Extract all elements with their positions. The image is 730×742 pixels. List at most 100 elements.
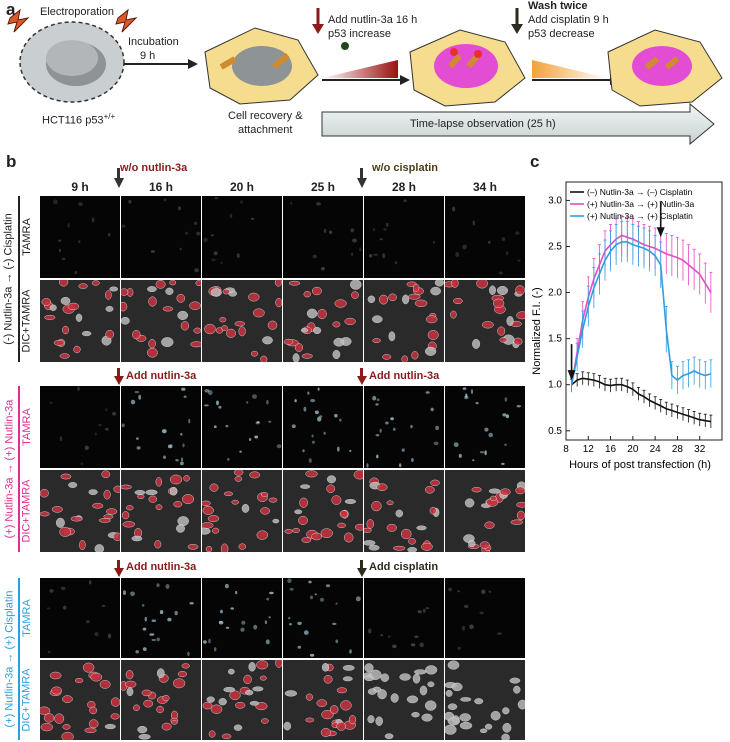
group1-row-dic: DIC+TAMRA [21,289,33,353]
dic-tamra-image [202,470,282,552]
tamra-image [40,578,120,658]
timepoint-20h: 20 h [229,180,254,194]
plot-frame [565,181,723,441]
arrow-down-icon [114,376,124,385]
dic-tamra-image [445,280,525,362]
group2-annotation-1: Add nutlin-3a [126,370,197,382]
x-tick-label: 16 [605,444,617,455]
tamra-image [121,196,201,278]
cell-line-label: HCT116 p53+/+ [42,112,116,127]
y-tick-label: 2.5 [548,242,562,253]
recovery-label-2: attachment [238,124,293,136]
group3-side-label: (+) Nutlin-3a → (+) Cisplatin [3,590,15,728]
tamra-image [283,578,363,658]
timelapse-label: Time-lapse observation (25 h) [410,118,556,130]
group3-annotation-2: Add cisplatin [369,561,439,573]
y-tick-label: 0.5 [548,426,562,437]
fluorescence-chart: 8 12 16 20 24 28 32 0.5 1.0 1.5 2.0 2.5 3.0 Hours of … [531,181,723,471]
x-axis-label: Hours of post transfection (h) [569,459,711,471]
dic-tamra-image [364,280,444,362]
timepoint-25h: 25 h [310,180,335,194]
timelapse-arrow [321,102,715,145]
arrow-down-icon [114,178,124,188]
recovery-label-1: Cell recovery & [228,110,303,122]
series-line [570,234,712,385]
lightning-bolt-icon [7,8,138,33]
tamra-image [445,196,525,278]
nutlin-label-2: p53 increase [328,28,391,40]
panel-a-schematic [7,8,723,145]
arrow-shaft [360,560,363,570]
dic-tamra-image [364,470,444,552]
dic-tamra-image [40,280,120,362]
legend-entry: (+) Nutlin-3a → (+) Cisplatin [587,211,693,221]
arrow-shaft [360,168,363,178]
tamra-image [121,386,201,468]
dic-tamra-image [202,660,282,740]
tamra-image [445,386,525,468]
dic-tamra-image [283,470,363,552]
incubation-time: 9 h [140,50,156,62]
tamra-image [40,386,120,468]
y-axis-label: Normalized F.I. (-) [531,287,543,374]
timepoint-9h: 9 h [71,180,89,194]
y-tick-label: 1.5 [548,334,562,345]
series-line [571,377,712,423]
cisplatin-cell [607,29,723,107]
x-tick-label: 8 [563,444,569,455]
dic-tamra-image [445,470,525,552]
dic-tamra-image [445,660,525,740]
dic-tamra-image [202,280,282,362]
legend-entry: (+) Nutlin-3a → (+) Nutlin-3a [587,199,695,209]
tamra-image [121,578,201,658]
timepoint-28h: 28 h [391,180,416,194]
panel-c-label: c [530,152,540,171]
group2-row-tamra: TAMRA [21,408,33,446]
tamra-image [364,386,444,468]
recovery-cell [204,27,319,105]
nutlin-cell [409,29,526,107]
group1-annotation-1: w/o nutlin-3a [120,162,188,174]
tamra-image [202,578,282,658]
x-tick-label: 20 [627,444,639,455]
arrow-down-icon [357,178,367,188]
cisplatin-gradient [532,60,608,78]
arrow-down-icon [357,568,367,577]
tamra-image [202,196,282,278]
group3-row-tamra: TAMRA [21,599,33,637]
incubation-label: Incubation [128,36,179,48]
x-tick-label: 24 [650,444,662,455]
group2-row-dic: DIC+TAMRA [21,479,33,543]
dic-tamra-image [40,660,120,740]
arrow-shaft [117,560,120,570]
wash-label: Wash twice [528,0,588,12]
y-tick-label: 3.0 [548,195,562,206]
dic-tamra-image [121,470,201,552]
tamra-image [364,578,444,658]
arrow-shaft [360,368,363,378]
group1-side-label: (-) Nutlin-3a → (-) Cisplatin [3,213,16,345]
series-line [570,241,712,385]
group1-side-bar [18,196,20,362]
electroporation-label: Electroporation [40,6,114,18]
group3-annotation-1: Add nutlin-3a [126,561,197,573]
cisplatin-label-2: p53 decrease [528,28,595,40]
legend-entry: (–) Nutlin-3a → (–) Cisplatin [587,187,693,197]
tamra-image [364,196,444,278]
group3-side-bar [18,578,20,740]
electroporation-cell [19,21,125,103]
nutlin-molecule-icon [341,42,349,50]
arrow-down-icon [567,370,576,381]
dic-tamra-image [121,280,201,362]
tamra-image [283,386,363,468]
y-tick-label: 1.0 [548,380,562,391]
x-tick-label: 32 [694,444,706,455]
arrow-shaft [117,168,120,178]
tamra-image [40,196,120,278]
dic-tamra-image [364,660,444,740]
tamra-image [445,578,525,658]
cisplatin-label-1: Add cisplatin 9 h [528,14,609,26]
group1-annotation-2: w/o cisplatin [372,162,439,174]
timepoint-34h: 34 h [472,180,497,194]
dic-tamra-image [283,660,363,740]
